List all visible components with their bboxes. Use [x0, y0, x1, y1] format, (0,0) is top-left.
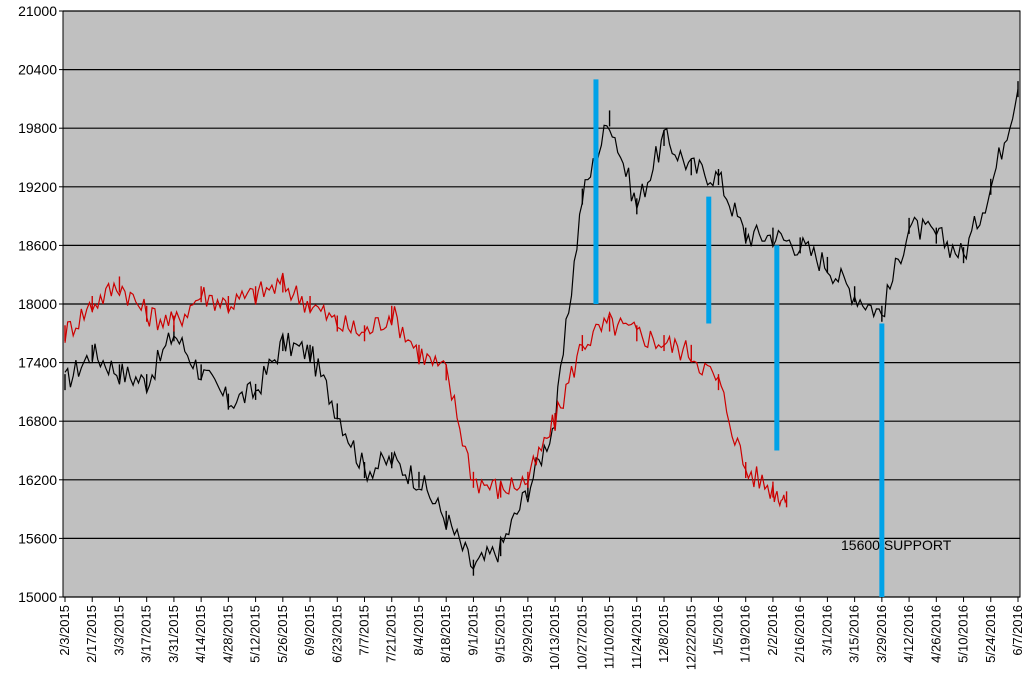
x-tick-label: 3/17/2015 [139, 605, 154, 663]
x-tick-label: 4/14/2015 [193, 605, 208, 663]
y-tick-label: 16800 [18, 413, 57, 429]
x-tick-label: 3/29/2016 [874, 605, 889, 663]
x-tick-label: 5/26/2015 [275, 605, 290, 663]
gridlines [63, 10, 1020, 598]
y-tick-label: 19800 [18, 120, 57, 136]
x-tick-label: 5/12/2015 [248, 605, 263, 663]
y-tick-label: 20400 [18, 62, 57, 78]
x-tick-label: 11/10/2015 [602, 605, 617, 669]
x-tick-label: 9/1/2015 [465, 605, 480, 656]
y-tick-label: 19200 [18, 179, 57, 195]
y-tick-label: 17400 [18, 355, 57, 371]
series-group [64, 81, 1019, 576]
x-tick-label: 6/9/2015 [302, 605, 317, 656]
y-tick-label: 15600 [18, 530, 57, 546]
x-tick-label: 6/23/2015 [329, 605, 344, 663]
x-tick-label: 2/2/2016 [765, 605, 780, 656]
x-tick-label: 9/15/2015 [493, 605, 508, 663]
y-tick-label: 21000 [18, 3, 57, 19]
x-tick-label: 2/3/2015 [57, 605, 72, 656]
x-tick-label: 11/24/2015 [629, 605, 644, 669]
x-tick-label: 9/29/2015 [520, 605, 535, 663]
x-tick-label: 3/3/2015 [111, 605, 126, 656]
x-tick-label: 4/26/2016 [928, 605, 943, 663]
x-tick-label: 2/16/2016 [792, 605, 807, 663]
x-tick-label: 8/18/2015 [438, 605, 453, 663]
x-tick-label: 12/8/2015 [656, 605, 671, 663]
x-tick-label: 5/10/2016 [956, 605, 971, 663]
x-tick-label: 12/22/2015 [683, 605, 698, 670]
series-line-2 [64, 272, 788, 508]
y-tick-label: 18600 [18, 237, 57, 253]
x-tick-label: 1/5/2016 [710, 605, 725, 656]
x-tick-label: 3/15/2016 [847, 605, 862, 663]
marker-group [593, 79, 885, 597]
y-tick-label: 18000 [18, 296, 57, 312]
series-line-1 [64, 88, 1019, 571]
x-tick-label: 7/21/2015 [384, 605, 399, 663]
x-tick-label: 2/17/2015 [84, 605, 99, 663]
x-tick-label: 1/19/2016 [738, 605, 753, 663]
annotation-group: 15600 SUPPORT [841, 537, 952, 553]
x-tick-label: 4/28/2015 [220, 605, 235, 663]
x-tick-label: 6/7/2016 [1010, 605, 1025, 656]
x-tick-label: 7/7/2015 [357, 605, 372, 656]
y-tick-label: 15000 [18, 589, 57, 605]
x-tick-label: 10/13/2015 [547, 605, 562, 670]
x-tick-label: 5/24/2016 [983, 605, 998, 663]
x-axis: 2/3/2015 2/17/2015 3/3/2015 3/17/2015 3/31/2… [57, 597, 1025, 670]
x-tick-label: 8/4/2015 [411, 605, 426, 656]
support-annotation: 15600 SUPPORT [841, 537, 952, 553]
y-axis: 15000 15600 16200 16800 17400 18000 18600 19200… [18, 3, 63, 605]
x-tick-label: 3/1/2016 [819, 605, 834, 656]
x-tick-label: 3/31/2015 [166, 605, 181, 663]
x-tick-label: 4/12/2016 [901, 605, 916, 663]
x-tick-label: 10/27/2015 [574, 605, 589, 670]
y-tick-label: 16200 [18, 472, 57, 488]
